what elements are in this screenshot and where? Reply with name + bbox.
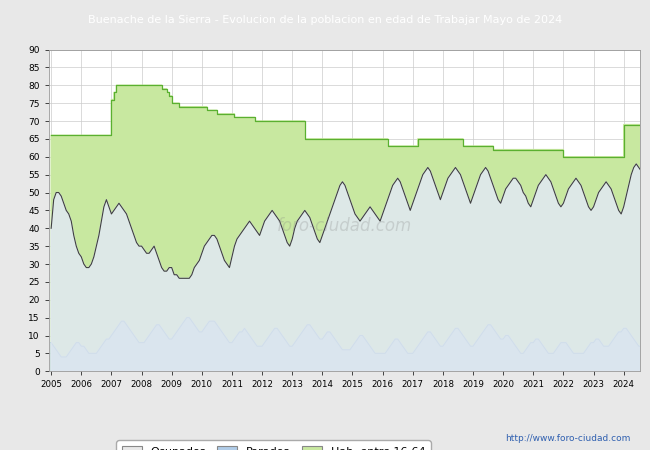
Text: foro-ciudad.com: foro-ciudad.com — [277, 217, 412, 235]
Legend: Ocupados, Parados, Hab. entre 16-64: Ocupados, Parados, Hab. entre 16-64 — [116, 441, 431, 450]
Text: Buenache de la Sierra - Evolucion de la poblacion en edad de Trabajar Mayo de 20: Buenache de la Sierra - Evolucion de la … — [88, 15, 562, 25]
Text: http://www.foro-ciudad.com: http://www.foro-ciudad.com — [505, 434, 630, 443]
